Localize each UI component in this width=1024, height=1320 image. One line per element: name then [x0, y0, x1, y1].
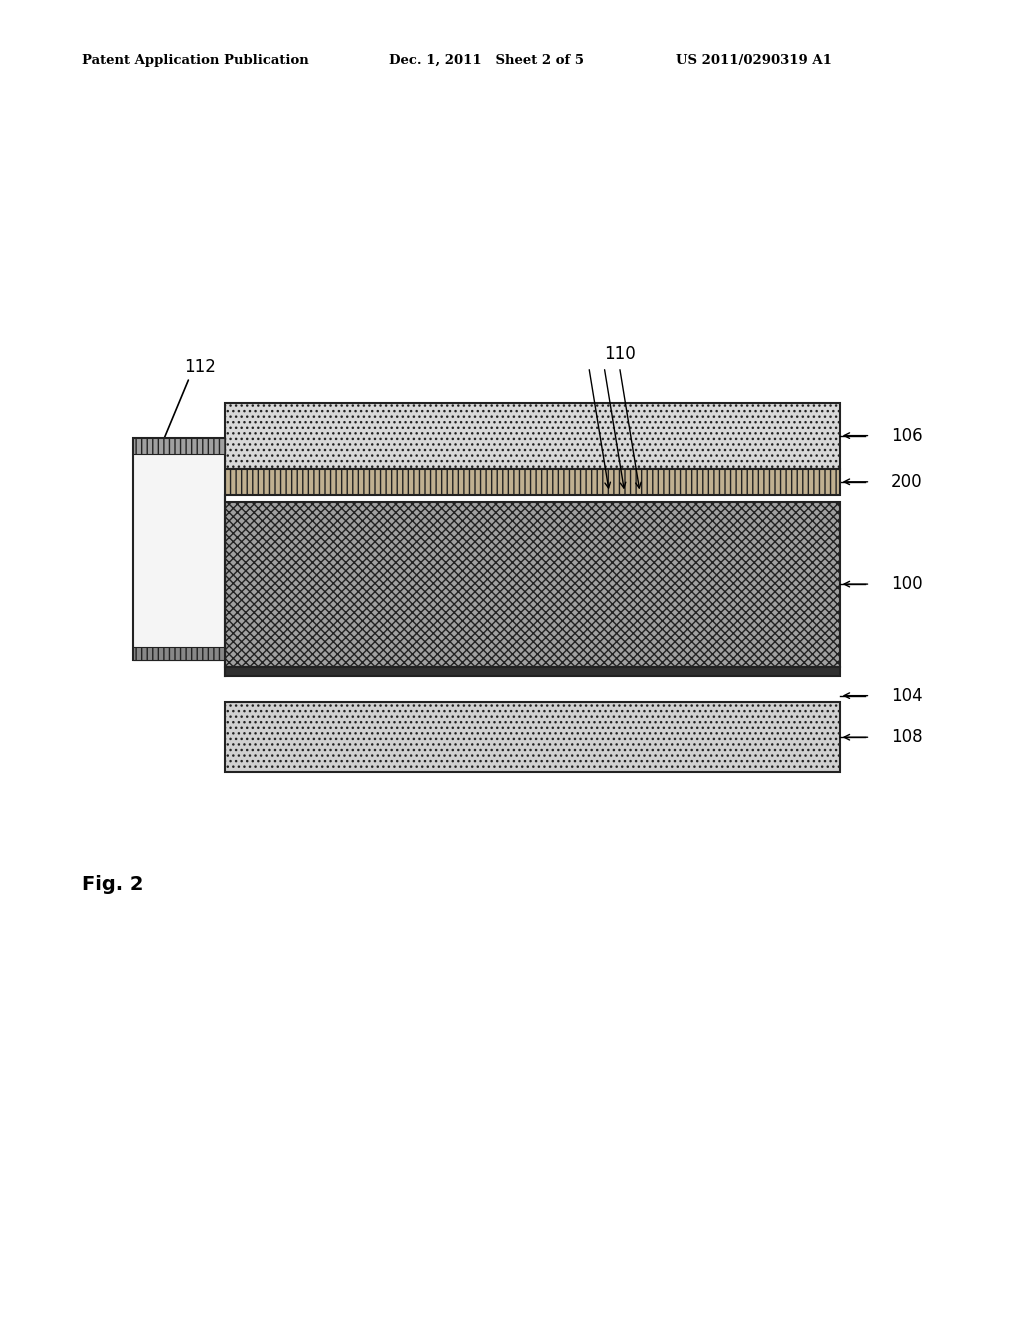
Text: Dec. 1, 2011   Sheet 2 of 5: Dec. 1, 2011 Sheet 2 of 5 — [389, 54, 584, 67]
Text: 110: 110 — [603, 345, 636, 363]
Bar — [133, 647, 225, 660]
Text: 100: 100 — [891, 576, 923, 593]
Text: Patent Application Publication: Patent Application Publication — [82, 54, 308, 67]
Bar — [133, 438, 225, 454]
Bar — [225, 403, 840, 469]
Bar — [225, 469, 840, 495]
Text: 108: 108 — [891, 729, 923, 746]
Bar — [225, 702, 840, 772]
Text: Fig. 2: Fig. 2 — [82, 875, 143, 894]
Text: 112: 112 — [183, 358, 216, 376]
Text: 104: 104 — [891, 686, 923, 705]
Text: 106: 106 — [891, 426, 923, 445]
Bar — [225, 502, 840, 667]
Text: 200: 200 — [891, 473, 923, 491]
Bar — [225, 667, 840, 676]
Bar — [133, 438, 225, 660]
Text: US 2011/0290319 A1: US 2011/0290319 A1 — [676, 54, 831, 67]
